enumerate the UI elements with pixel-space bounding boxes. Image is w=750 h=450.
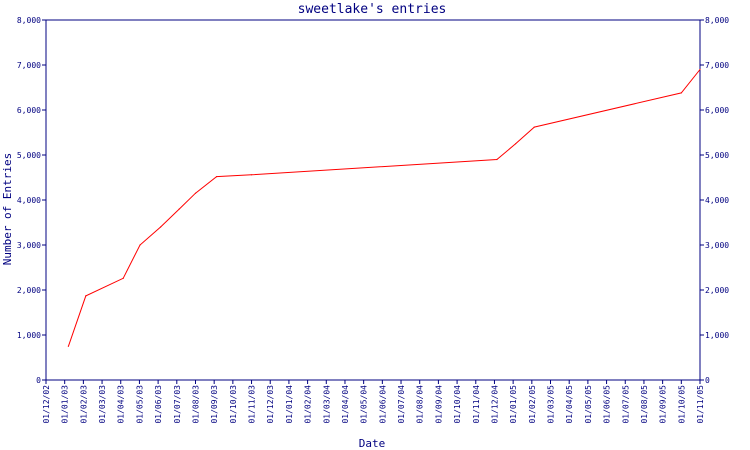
x-tick-label: 01/02/04 <box>304 385 313 424</box>
x-tick-label: 01/07/03 <box>173 385 182 424</box>
x-tick-label: 01/11/04 <box>472 385 481 424</box>
x-tick-label: 01/04/05 <box>565 385 574 424</box>
x-tick-label: 01/02/05 <box>528 385 537 424</box>
x-tick-label: 01/01/04 <box>285 385 294 424</box>
data-point <box>250 174 253 176</box>
x-axis-label: Date <box>359 437 386 450</box>
x-tick-label: 01/11/03 <box>248 385 257 424</box>
x-tick-label: 01/08/03 <box>191 385 200 424</box>
x-tick-label: 01/06/05 <box>603 385 612 424</box>
x-tick-label: 01/02/03 <box>79 385 88 424</box>
x-tick-label: 01/05/04 <box>360 385 369 424</box>
y-tick-label-left: 1,000 <box>17 331 41 340</box>
x-tick-label: 01/10/03 <box>229 385 238 424</box>
data-point <box>515 143 517 145</box>
data-point <box>178 208 180 210</box>
x-tick-label: 01/08/05 <box>640 385 649 424</box>
x-tick-label: 01/11/05 <box>696 385 705 424</box>
data-point <box>85 295 87 297</box>
y-tick-label-right: 2,000 <box>705 286 729 295</box>
y-tick-label-right: 5,000 <box>705 151 729 160</box>
x-tick-label: 01/09/04 <box>434 385 443 424</box>
y-tick-label-left: 0 <box>36 376 41 385</box>
data-point <box>680 92 682 94</box>
x-tick-label: 01/12/02 <box>42 385 51 424</box>
x-tick-label: 01/07/04 <box>397 385 406 424</box>
x-tick-label: 01/05/03 <box>135 385 144 424</box>
y-tick-label-left: 8,000 <box>17 16 41 25</box>
y-tick-label-left: 7,000 <box>17 61 41 70</box>
y-tick-label-left: 2,000 <box>17 286 41 295</box>
y-tick-label-right: 7,000 <box>705 61 729 70</box>
x-tick-label: 01/06/04 <box>378 385 387 424</box>
y-tick-label-right: 0 <box>705 376 710 385</box>
data-point <box>194 192 197 194</box>
x-tick-label: 01/06/03 <box>154 385 163 424</box>
data-point <box>122 277 124 279</box>
y-tick-label-left: 5,000 <box>17 151 41 160</box>
x-tick-label: 01/01/03 <box>61 385 70 424</box>
x-tick-label: 01/01/05 <box>509 385 518 424</box>
data-point <box>159 226 162 228</box>
y-tick-label-right: 4,000 <box>705 196 729 205</box>
x-tick-label: 01/04/04 <box>341 385 350 424</box>
x-tick-label: 01/03/05 <box>547 385 556 424</box>
axes-layer: 0 0 1,000 1,000 2,000 2,000 3,000 3,000 4,000 4,0… <box>17 16 729 424</box>
y-tick-label-right: 3,000 <box>705 241 729 250</box>
x-tick-label: 01/12/04 <box>490 385 499 424</box>
y-axis-label: Number of Entries <box>1 153 14 266</box>
y-tick-label-left: 6,000 <box>17 106 41 115</box>
data-point <box>139 244 141 246</box>
series-line <box>67 69 701 347</box>
y-tick-label-left: 3,000 <box>17 241 41 250</box>
data-point <box>699 68 701 71</box>
x-tick-label: 01/10/04 <box>453 385 462 424</box>
y-tick-label-right: 1,000 <box>705 331 729 340</box>
x-tick-label: 01/10/05 <box>677 385 686 424</box>
data-point <box>67 345 69 347</box>
data-point <box>533 126 535 128</box>
x-tick-label: 01/04/03 <box>117 385 126 424</box>
x-tick-label: 01/09/03 <box>210 385 219 424</box>
x-tick-label: 01/03/03 <box>98 385 107 424</box>
x-tick-label: 01/07/05 <box>621 385 630 424</box>
y-tick-label-right: 6,000 <box>705 106 729 115</box>
x-tick-label: 01/09/05 <box>659 385 668 424</box>
y-tick-label-right: 8,000 <box>705 16 729 25</box>
x-tick-label: 01/05/05 <box>584 385 593 424</box>
chart-title: sweetlake's entries <box>298 2 447 17</box>
series-layer <box>67 68 701 347</box>
data-point <box>216 176 218 178</box>
x-tick-label: 01/12/03 <box>266 385 275 424</box>
data-point <box>496 158 498 161</box>
x-tick-label: 01/08/04 <box>416 385 425 424</box>
y-tick-label-left: 4,000 <box>17 196 41 205</box>
x-tick-label: 01/03/04 <box>322 385 331 424</box>
